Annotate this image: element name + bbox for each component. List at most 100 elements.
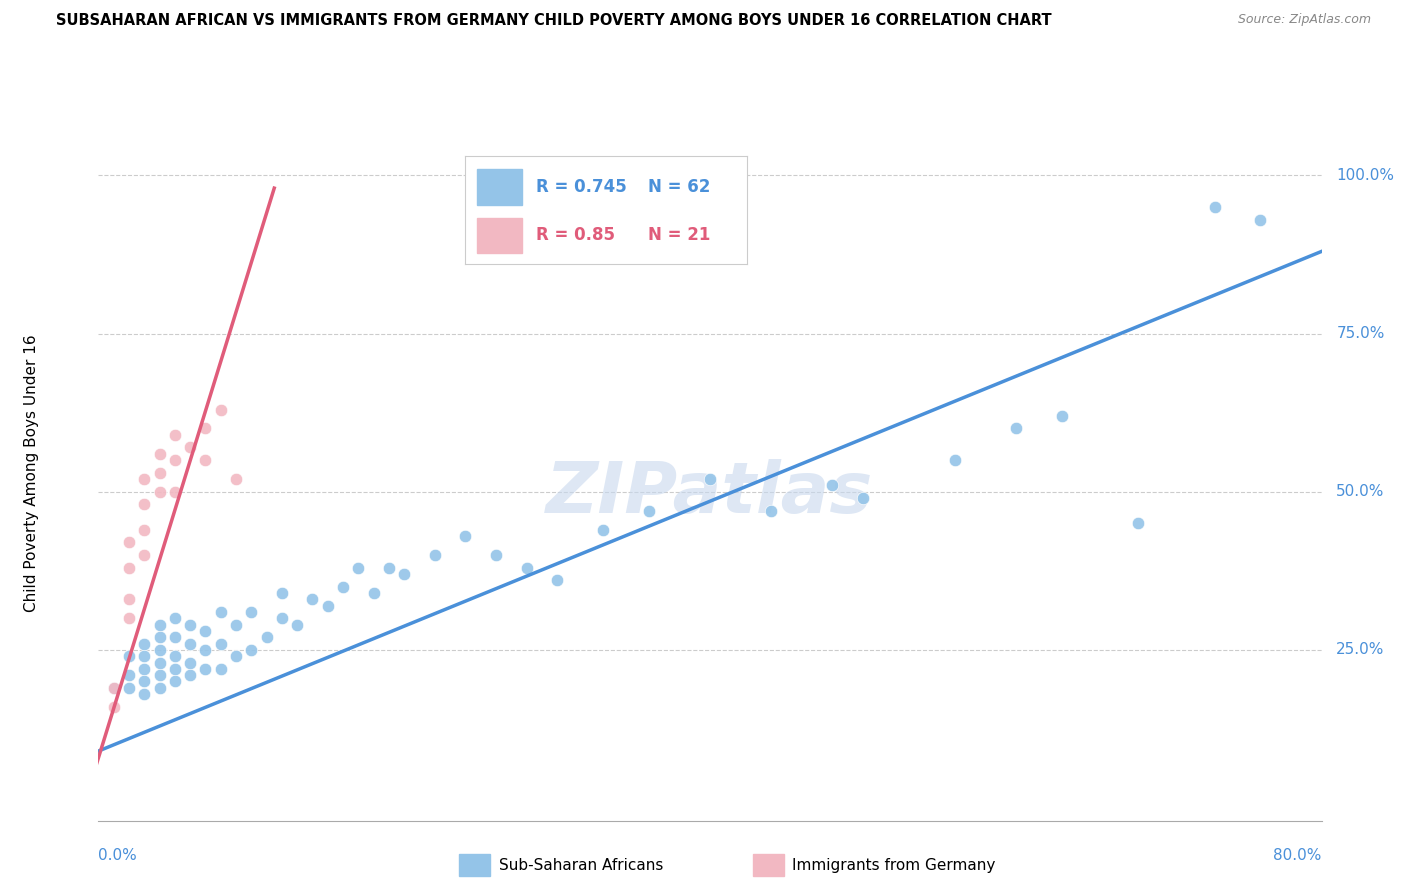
Point — [179, 668, 201, 682]
Point — [163, 427, 186, 442]
Point — [1249, 212, 1271, 227]
Point — [118, 592, 141, 607]
Point — [225, 472, 247, 486]
Point — [118, 611, 141, 625]
Point — [163, 649, 186, 664]
Point — [179, 617, 201, 632]
Point — [363, 586, 385, 600]
Point — [209, 636, 232, 650]
Point — [546, 574, 568, 588]
Text: ZIPatlas: ZIPatlas — [547, 459, 873, 528]
Point — [240, 643, 263, 657]
Point — [118, 560, 141, 574]
Point — [485, 548, 508, 562]
Point — [149, 630, 172, 644]
Point — [163, 611, 186, 625]
Point — [149, 681, 172, 695]
Point — [179, 656, 201, 670]
Text: R = 0.745: R = 0.745 — [536, 178, 627, 196]
Point — [149, 668, 172, 682]
Point — [118, 681, 141, 695]
Point — [301, 592, 323, 607]
Text: 75.0%: 75.0% — [1336, 326, 1385, 341]
Point — [592, 523, 614, 537]
Point — [149, 617, 172, 632]
Point — [194, 453, 217, 467]
Point — [943, 453, 966, 467]
Point — [134, 674, 156, 689]
Point — [103, 699, 125, 714]
Point — [209, 605, 232, 619]
Point — [149, 643, 172, 657]
Point — [149, 447, 172, 461]
Point — [163, 662, 186, 676]
Point — [1004, 421, 1026, 435]
Point — [1204, 200, 1226, 214]
Point — [209, 662, 232, 676]
Text: N = 62: N = 62 — [648, 178, 710, 196]
Point — [134, 687, 156, 701]
Point — [118, 668, 141, 682]
Bar — [477, 218, 522, 253]
Text: 100.0%: 100.0% — [1336, 168, 1395, 183]
Point — [852, 491, 875, 505]
Point — [149, 466, 172, 480]
Point — [149, 656, 172, 670]
Point — [1128, 516, 1150, 531]
Point — [1050, 409, 1073, 423]
Bar — [477, 169, 522, 205]
Point — [285, 617, 308, 632]
Point — [134, 548, 156, 562]
Point — [209, 402, 232, 417]
Point — [378, 560, 401, 574]
Point — [134, 497, 156, 511]
Text: Immigrants from Germany: Immigrants from Germany — [792, 858, 995, 872]
Point — [423, 548, 446, 562]
Point — [134, 649, 156, 664]
Point — [163, 674, 186, 689]
Point — [454, 529, 477, 543]
Point — [194, 662, 217, 676]
Point — [699, 472, 721, 486]
Text: 25.0%: 25.0% — [1336, 642, 1385, 657]
Point — [134, 472, 156, 486]
Text: Source: ZipAtlas.com: Source: ZipAtlas.com — [1237, 13, 1371, 27]
Point — [163, 630, 186, 644]
Point — [332, 580, 354, 594]
Point — [134, 662, 156, 676]
Point — [347, 560, 370, 574]
Text: 80.0%: 80.0% — [1274, 848, 1322, 863]
Text: 50.0%: 50.0% — [1336, 484, 1385, 500]
Point — [821, 478, 844, 492]
Point — [225, 649, 247, 664]
Point — [637, 504, 661, 518]
Point — [194, 421, 217, 435]
Text: R = 0.85: R = 0.85 — [536, 227, 614, 244]
Point — [149, 484, 172, 499]
Point — [256, 630, 278, 644]
Text: 0.0%: 0.0% — [98, 848, 138, 863]
Text: Sub-Saharan Africans: Sub-Saharan Africans — [499, 858, 664, 872]
Point — [316, 599, 339, 613]
Point — [240, 605, 263, 619]
Point — [759, 504, 782, 518]
Point — [270, 586, 292, 600]
Point — [194, 624, 217, 638]
Point — [179, 636, 201, 650]
Point — [179, 441, 201, 455]
Point — [270, 611, 292, 625]
Point — [163, 453, 186, 467]
Point — [163, 484, 186, 499]
Point — [134, 523, 156, 537]
Point — [118, 535, 141, 549]
Point — [516, 560, 538, 574]
Point — [103, 681, 125, 695]
Text: SUBSAHARAN AFRICAN VS IMMIGRANTS FROM GERMANY CHILD POVERTY AMONG BOYS UNDER 16 : SUBSAHARAN AFRICAN VS IMMIGRANTS FROM GE… — [56, 13, 1052, 29]
Point — [118, 649, 141, 664]
Point — [392, 566, 416, 581]
Point — [225, 617, 247, 632]
Text: Child Poverty Among Boys Under 16: Child Poverty Among Boys Under 16 — [24, 334, 38, 612]
Point — [194, 643, 217, 657]
Point — [103, 681, 125, 695]
Text: N = 21: N = 21 — [648, 227, 710, 244]
